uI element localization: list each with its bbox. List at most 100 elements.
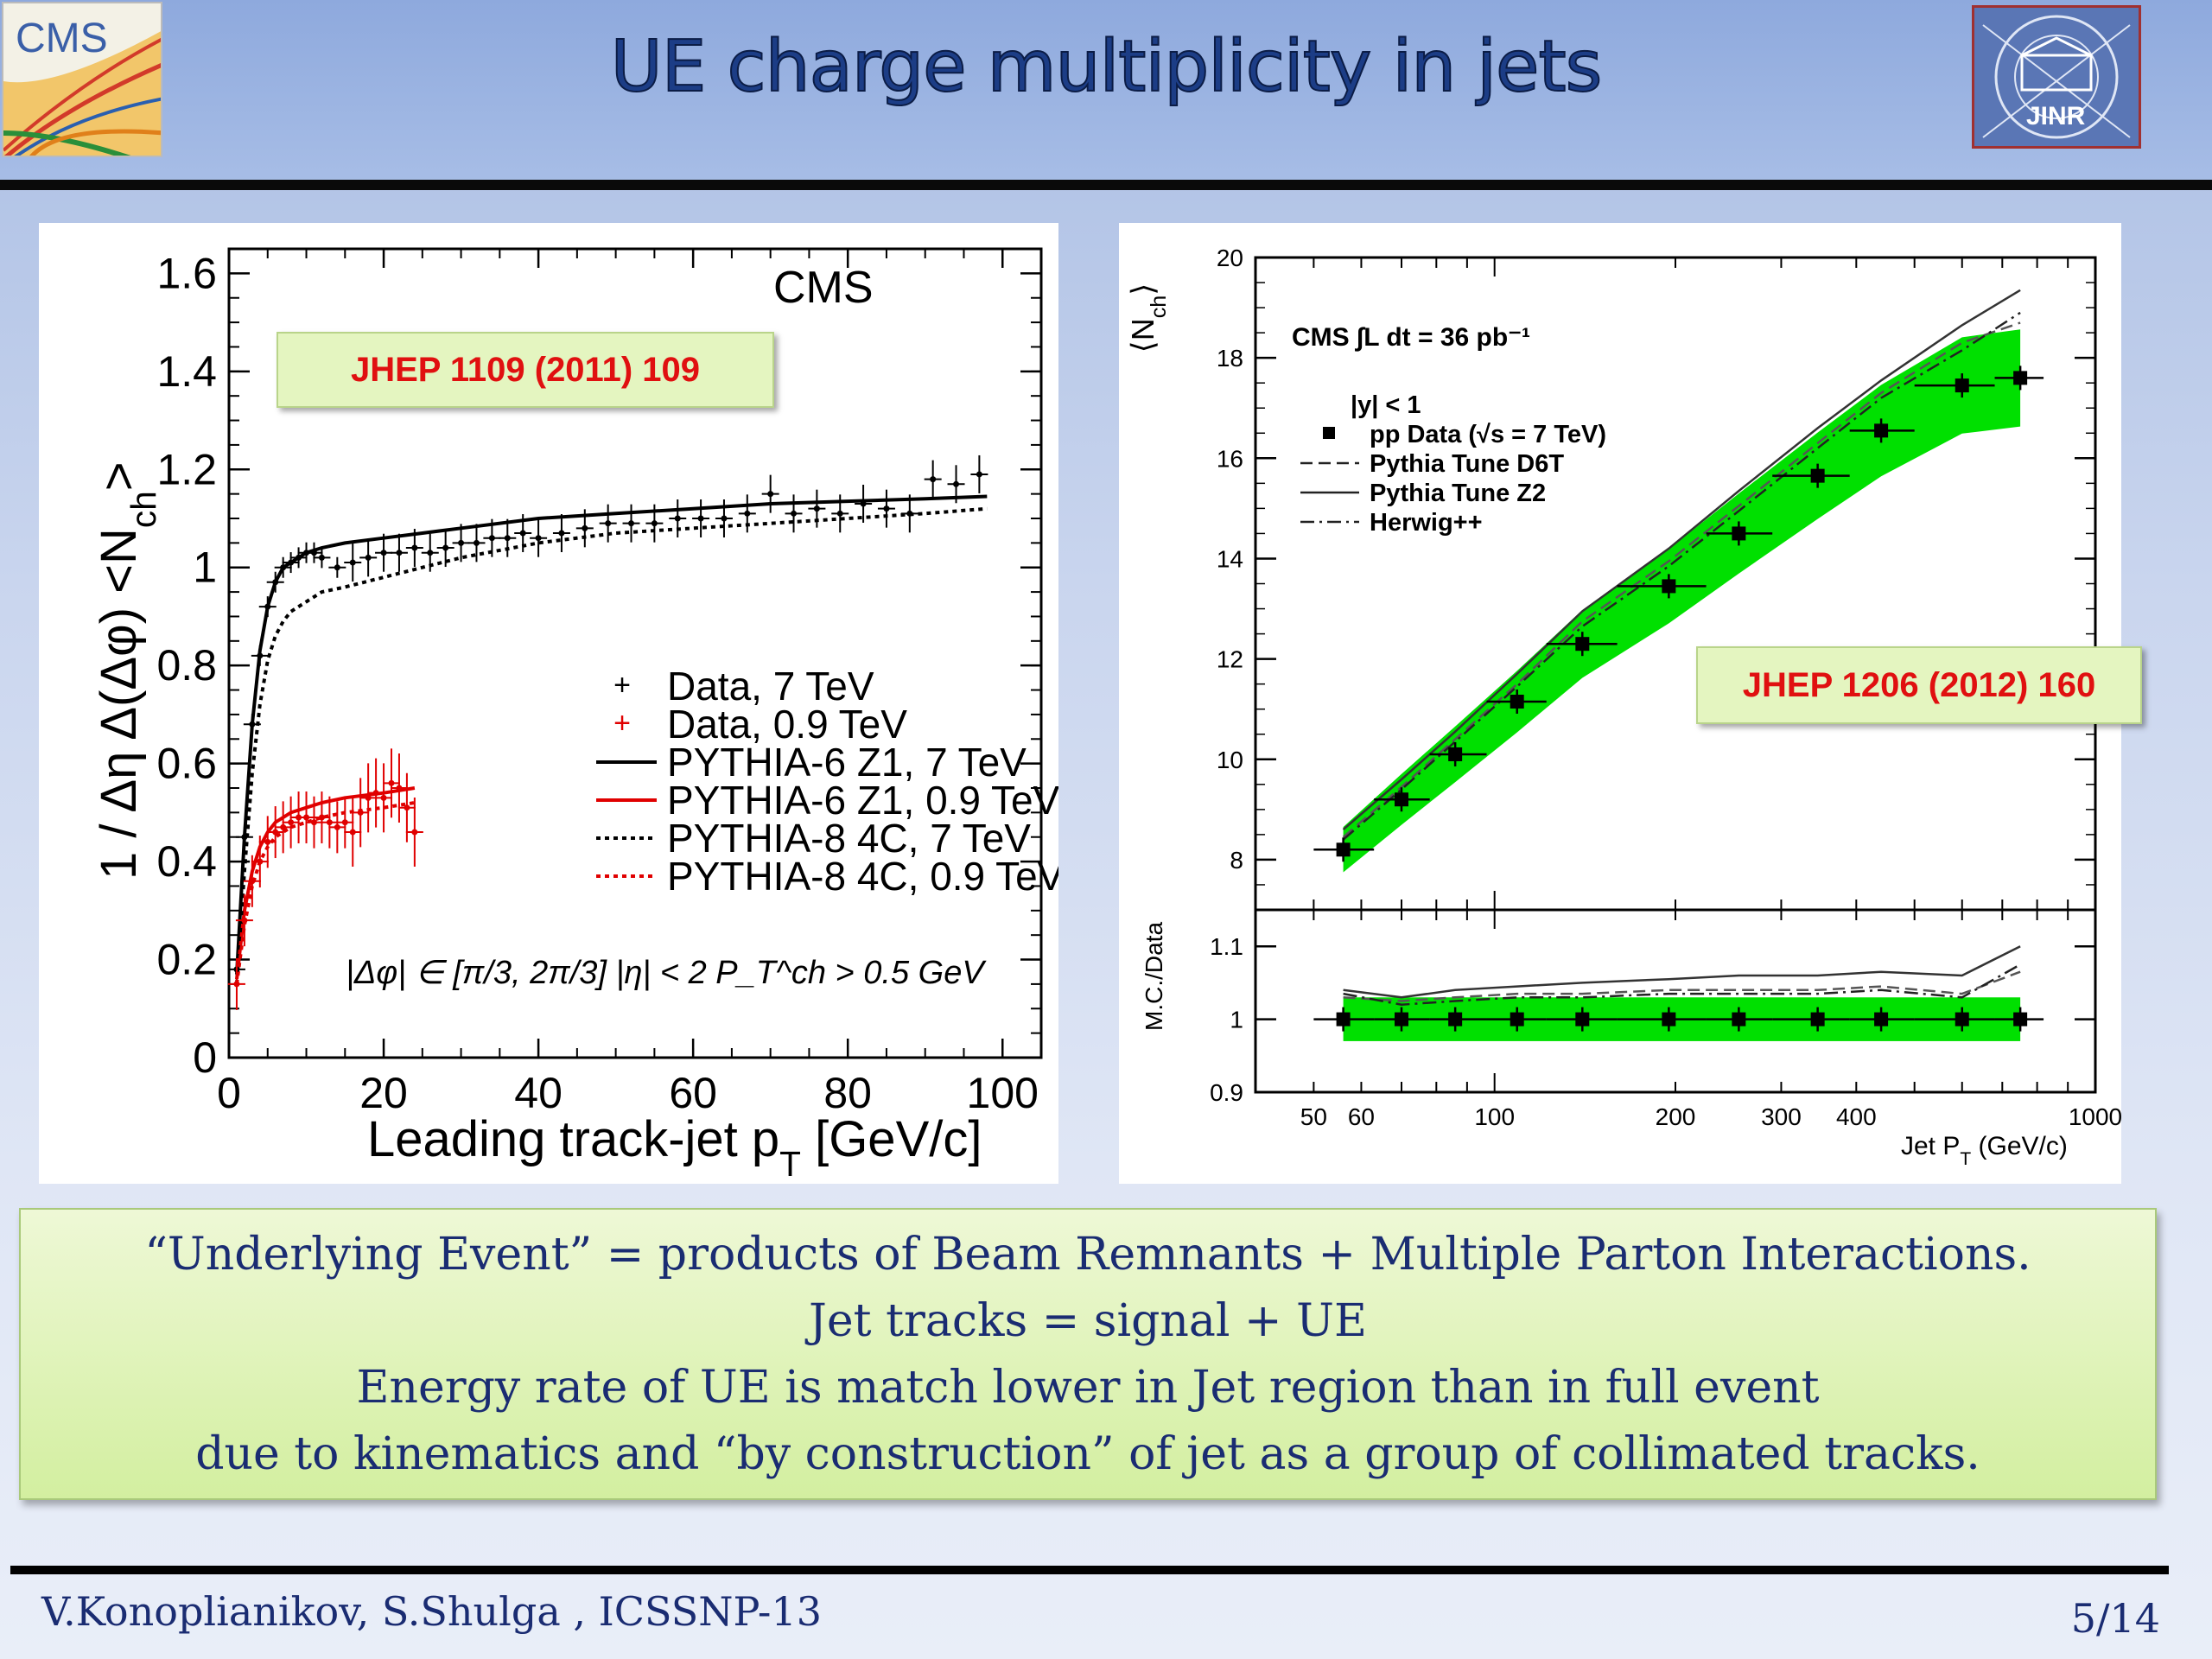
left-chart-ytick-label: 0 — [193, 1033, 217, 1082]
right-chart-point — [1732, 526, 1746, 541]
right-chart-xtick-label: 300 — [1761, 1103, 1802, 1130]
right-chart-ratio-point — [1575, 1012, 1590, 1027]
left-chart-point — [349, 829, 356, 836]
legend-label: |y| < 1 — [1351, 391, 1421, 419]
left-chart-ytick-label: 0.8 — [156, 641, 217, 690]
left-chart-point — [365, 554, 372, 561]
left-chart-point — [241, 834, 248, 841]
left-chart-series-line — [235, 494, 988, 975]
right-chart-ytick-label: 16 — [1217, 445, 1243, 472]
right-chart-point — [1662, 579, 1676, 594]
left-chart-point — [280, 564, 287, 571]
right-chart-title: CMS ∫L dt = 36 pb⁻¹ — [1292, 323, 1530, 352]
left-chart-point — [558, 530, 565, 537]
right-chart-ytick-label: 10 — [1217, 747, 1243, 773]
left-chart-point — [233, 981, 240, 988]
left-chart-point — [488, 535, 495, 542]
svg-text:JINR: JINR — [2026, 102, 2086, 130]
left-chart-point — [674, 515, 681, 522]
left-chart-point — [813, 505, 820, 512]
left-chart-point — [288, 559, 295, 566]
left-chart-xtick-label: 40 — [514, 1069, 563, 1117]
right-chart: 50 60 100 200 300 400 1000 8 10 12 14 16 18 20 0.9 1 1.1… — [1125, 245, 2122, 1169]
left-chart-point — [836, 510, 843, 517]
left-chart-point — [341, 819, 348, 826]
right-chart-ratio-line — [1343, 963, 2021, 1006]
right-chart-ratio-ytick-label: 1.1 — [1210, 933, 1243, 960]
left-chart-point — [427, 550, 434, 556]
left-chart-point — [318, 554, 325, 561]
right-chart-ratio-line — [1343, 945, 2021, 999]
reference-box-right: JHEP 1206 (2012) 160 — [1696, 646, 2142, 724]
left-chart-point — [744, 510, 751, 517]
right-chart-ratio-point — [1394, 1012, 1408, 1027]
left-chart-point — [372, 790, 379, 797]
right-chart-ratio-line — [1343, 970, 2021, 1002]
left-chart-point — [257, 652, 264, 659]
left-chart-point — [767, 491, 774, 498]
left-chart-title: CMS — [773, 263, 874, 313]
left-chart-point — [380, 794, 387, 801]
left-chart-ytick-label: 1.2 — [156, 445, 217, 493]
legend-label: PYTHIA-6 Z1, 7 TeV — [667, 740, 1027, 785]
left-chart-ylabel: 1 / Δη Δ(Δφ) <Nch> — [91, 461, 163, 880]
legend-marker: + — [613, 707, 631, 740]
footer-authors: V.Konoplianikov, S.Shulga , ICSSNP-13 — [41, 1588, 822, 1635]
right-chart-ratio-point — [1448, 1012, 1463, 1027]
left-chart-frame — [227, 247, 1043, 1059]
left-chart-xlabel: Leading track-jet pT [GeV/c] — [367, 1111, 982, 1184]
left-chart-point — [303, 814, 310, 821]
left-chart-point — [272, 829, 279, 836]
left-chart-point — [396, 785, 403, 791]
left-chart-point — [264, 838, 271, 845]
right-chart-point — [1955, 378, 1969, 393]
right-chart-mc-line — [1342, 289, 2021, 831]
left-chart-point — [296, 554, 302, 561]
left-chart-point — [953, 480, 960, 487]
left-chart-ytick-label: 1.6 — [156, 249, 217, 297]
right-chart-legend: |y| < 1pp Data (√s = 7 TeV)Pythia Tune D… — [1300, 391, 1606, 537]
right-chart-point — [1510, 694, 1524, 709]
left-chart-point — [535, 535, 542, 542]
summary-line-1: “Underlying Event” = products of Beam Re… — [144, 1229, 2031, 1281]
left-chart-point — [349, 559, 356, 566]
right-chart-ratio-point — [1336, 1012, 1351, 1027]
jinr-logo: JINR — [1972, 5, 2141, 149]
left-chart-point — [721, 515, 728, 522]
left-chart-xtick-label: 100 — [967, 1069, 1039, 1117]
legend-label: PYTHIA-8 4C, 7 TeV — [667, 816, 1031, 861]
left-chart-panel: 0 20 40 60 80 100 0 0.2 0.4 0.6 0.8 1 1.2 1.4 1.6 CMS … — [39, 223, 1065, 1184]
summary-line-2: Jet tracks = signal + UE — [809, 1295, 1367, 1347]
left-chart-series-line — [235, 506, 988, 985]
left-chart-point — [280, 823, 287, 830]
left-chart-point — [504, 535, 511, 542]
right-chart-point — [1336, 842, 1351, 857]
page-number: 5/14 — [2070, 1595, 2160, 1642]
right-chart-ytick-label: 18 — [1217, 345, 1243, 372]
left-chart-point — [404, 804, 410, 811]
left-chart-point — [442, 544, 449, 551]
slide-title: UE charge multiplicity in jets — [610, 25, 1604, 109]
right-chart-uncertainty-band — [1343, 329, 2021, 873]
left-chart-xtick-label: 80 — [823, 1069, 872, 1117]
left-chart-xtick-label: 20 — [359, 1069, 408, 1117]
right-chart-ratio-point — [1732, 1012, 1746, 1027]
right-chart-ratio-point — [1955, 1012, 1969, 1027]
left-chart-point — [930, 476, 937, 483]
left-chart-point — [605, 520, 612, 527]
left-chart-point — [326, 819, 333, 826]
legend-label: pp Data (√s = 7 TeV) — [1370, 421, 1606, 448]
left-chart-point — [906, 510, 913, 517]
right-chart-point — [2013, 371, 2028, 385]
left-chart-point — [249, 878, 256, 885]
left-chart-point — [357, 809, 364, 816]
left-chart-point — [318, 814, 325, 821]
right-chart-xtick-label: 50 — [1300, 1103, 1327, 1130]
left-chart-ytick-label: 0.4 — [156, 837, 217, 886]
left-chart-point — [860, 500, 867, 507]
right-chart-xtick-label: 200 — [1656, 1103, 1696, 1130]
right-chart-point — [1810, 468, 1825, 483]
left-chart-point — [241, 917, 248, 924]
right-chart-point — [1394, 792, 1408, 807]
